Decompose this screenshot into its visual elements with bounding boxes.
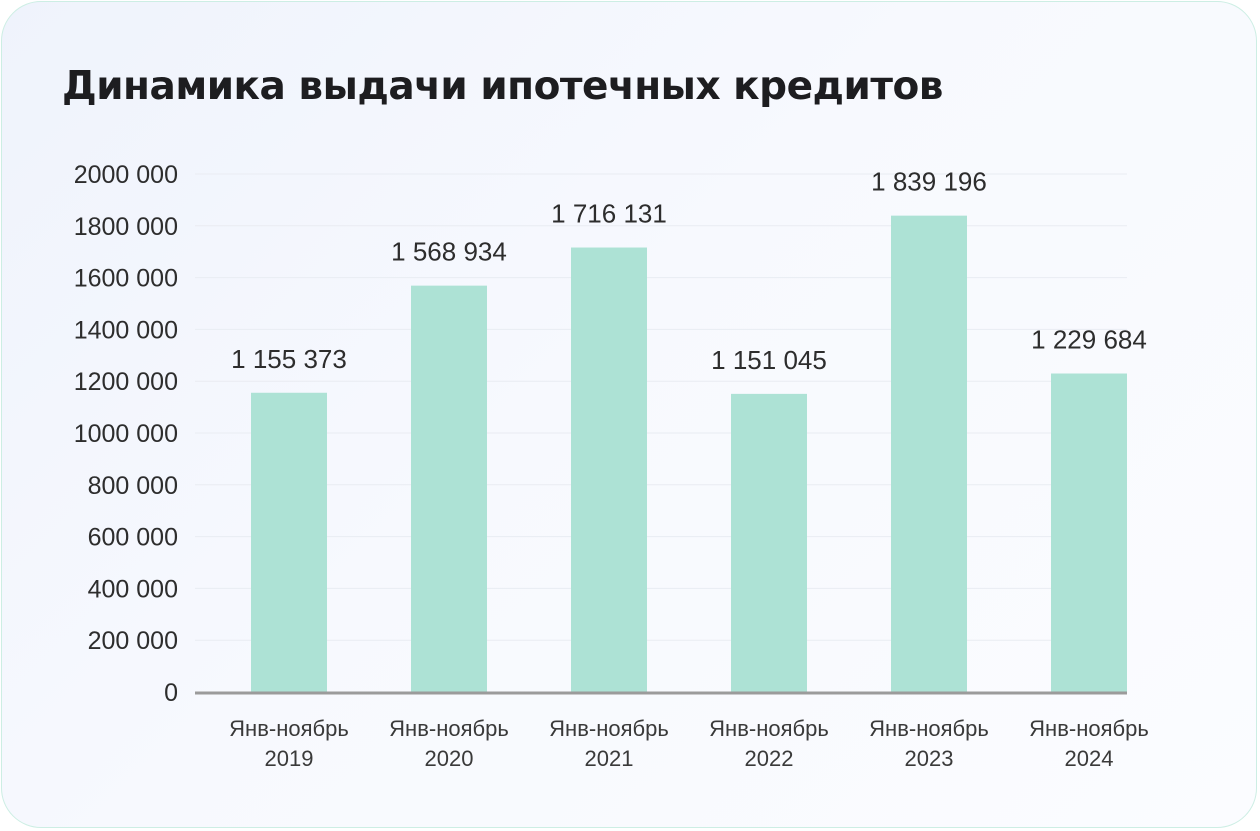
y-tick-label: 1600 000 (74, 265, 178, 293)
x-tick-label: Янв-ноябрь (709, 716, 829, 741)
y-tick-label: 2000 000 (74, 161, 178, 189)
bar (891, 215, 967, 692)
y-tick-label: 1000 000 (74, 420, 178, 448)
bar (251, 392, 327, 692)
x-tick-label: 2019 (265, 746, 314, 771)
x-tick-label: Янв-ноябрь (389, 716, 509, 741)
x-tick-label: Янв-ноябрь (1029, 716, 1149, 741)
x-tick-label: 2022 (745, 746, 794, 771)
data-label: 1 839 196 (871, 167, 987, 197)
y-tick-label: 0 (164, 679, 178, 707)
y-tick-label: 600 000 (88, 524, 178, 552)
chart-title: Динамика выдачи ипотечных кредитов (62, 64, 943, 109)
bar (1051, 373, 1127, 692)
y-tick-label: 1200 000 (74, 368, 178, 396)
x-tick-label: 2023 (905, 746, 954, 771)
x-tick-label: Янв-ноябрь (549, 716, 669, 741)
bar (731, 393, 807, 692)
y-tick-label: 200 000 (88, 627, 178, 655)
y-tick-label: 800 000 (88, 472, 178, 500)
data-label: 1 716 131 (551, 199, 667, 229)
y-tick-label: 1400 000 (74, 316, 178, 344)
y-tick-label: 1800 000 (74, 213, 178, 241)
data-label: 1 151 045 (711, 345, 827, 375)
data-label: 1 568 934 (391, 237, 507, 267)
data-label: 1 155 373 (231, 344, 347, 374)
x-tick-label: 2024 (1065, 746, 1114, 771)
x-tick-label: 2020 (425, 746, 474, 771)
x-tick-label: Янв-ноябрь (229, 716, 349, 741)
x-tick-label: Янв-ноябрь (869, 716, 989, 741)
y-tick-label: 400 000 (88, 575, 178, 603)
bar (411, 285, 487, 692)
bar (571, 247, 647, 692)
data-label: 1 229 684 (1031, 325, 1147, 355)
x-tick-label: 2021 (585, 746, 634, 771)
